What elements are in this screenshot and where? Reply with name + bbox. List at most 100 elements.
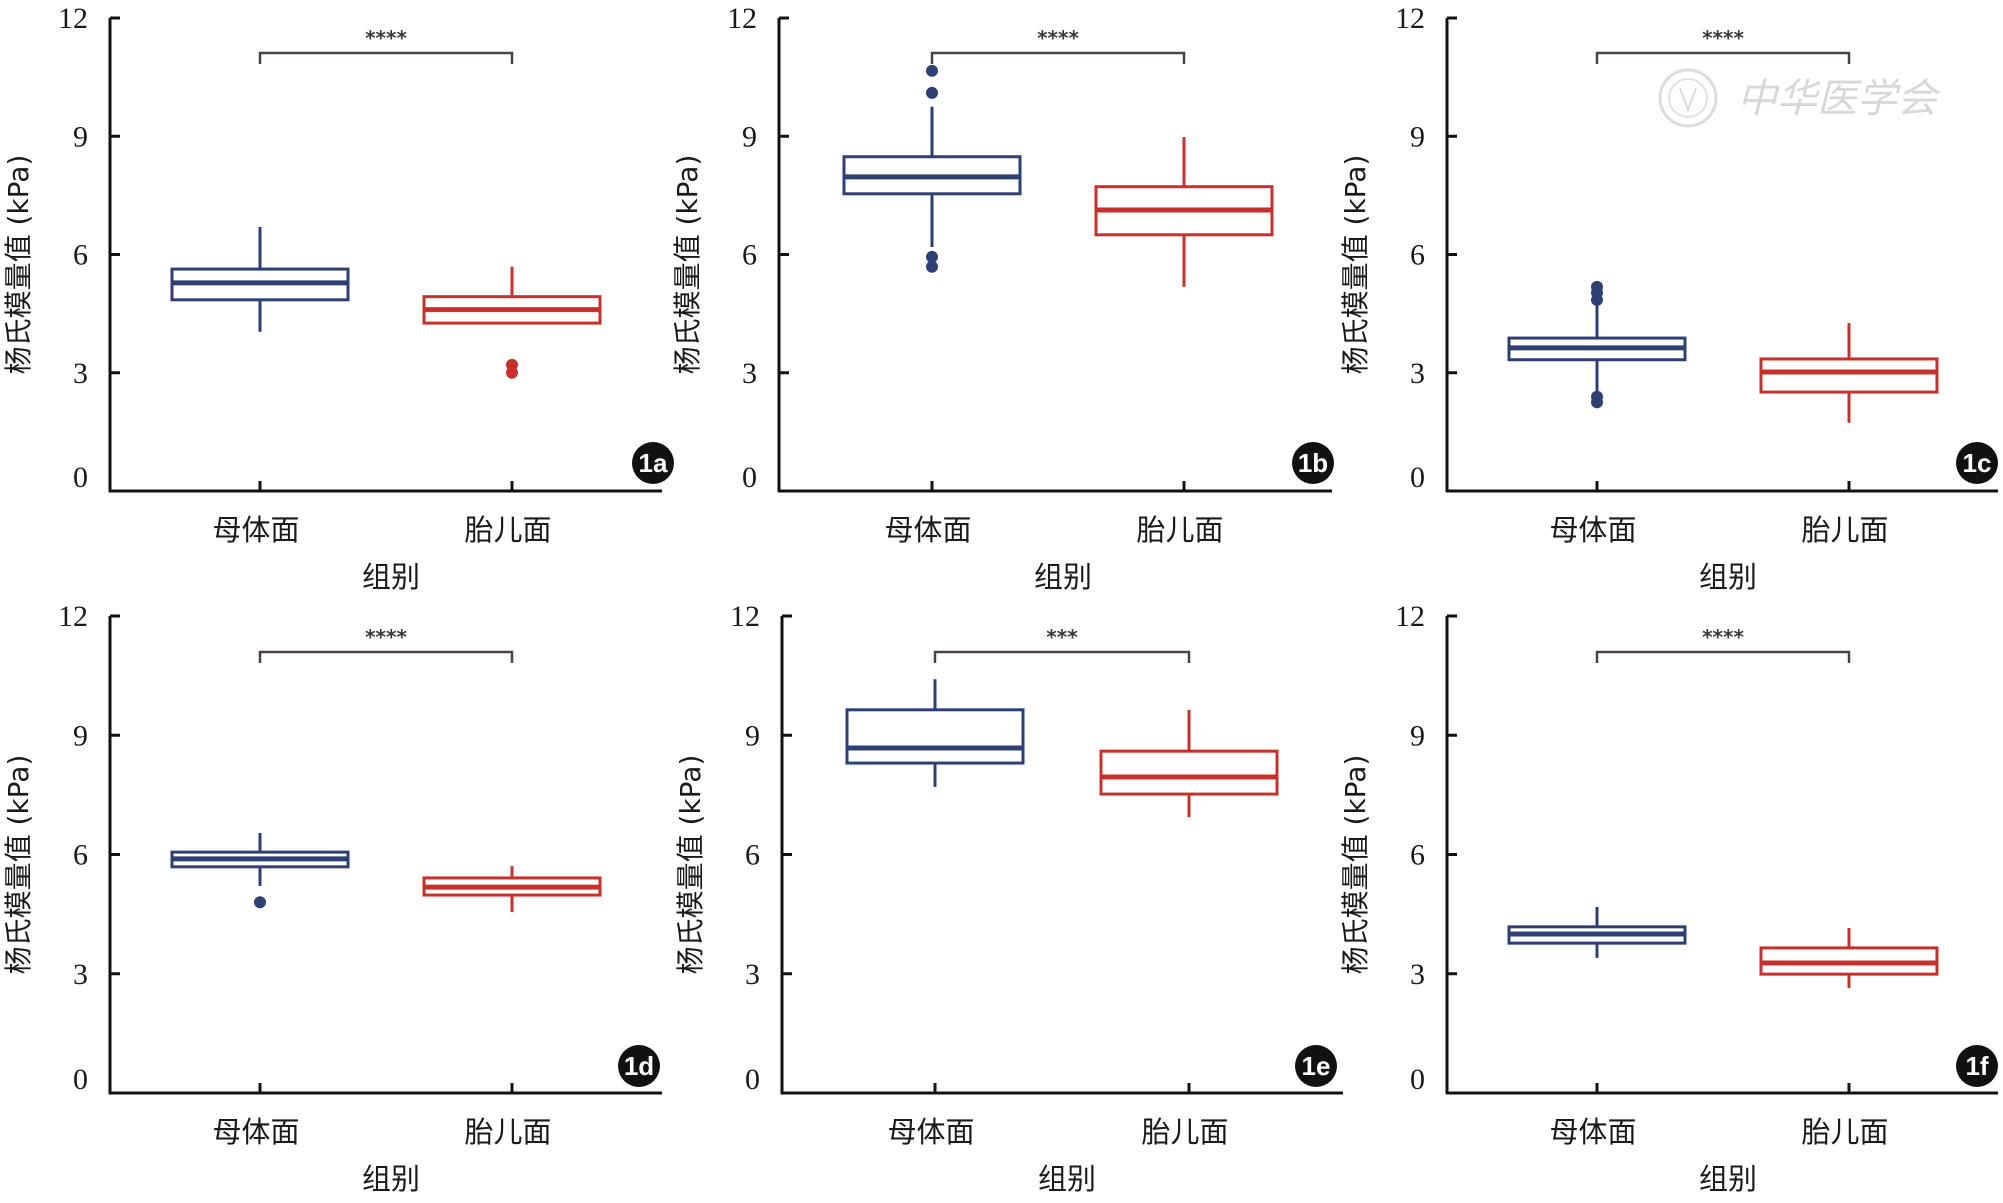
panel-badge: 1b: [1292, 442, 1334, 484]
box-maternal: [1507, 280, 1687, 409]
watermark-text: 中华医学会: [1737, 76, 1941, 122]
y-tick-label: 6: [73, 239, 88, 272]
box-maternal: [842, 64, 1022, 273]
outlier-point: [1591, 396, 1603, 409]
outlier-point: [1591, 293, 1603, 306]
y-tick-label: 3: [1410, 357, 1425, 390]
y-tick-label: 0: [742, 461, 757, 494]
box-maternal: [170, 226, 350, 332]
y-tick-label: 9: [73, 719, 88, 752]
x-tick-label: 胎儿面: [464, 1115, 551, 1149]
outlier-point: [254, 896, 266, 909]
y-tick-label: 9: [1410, 120, 1425, 153]
significance-bracket: [258, 650, 514, 663]
iqr-box: [1759, 357, 1939, 394]
badge-label: 1b: [1298, 448, 1328, 478]
y-tick-label: 0: [73, 1063, 88, 1096]
y-tick-label: 9: [73, 120, 88, 153]
iqr-box: [845, 708, 1025, 765]
significance-label: ****: [365, 625, 407, 649]
y-tick-label: 3: [742, 357, 757, 390]
x-tick-label: 母体面: [1549, 1115, 1636, 1149]
x-tick-label: 母体面: [212, 1115, 299, 1149]
box-maternal: [1507, 906, 1687, 958]
y-tick-label: 6: [742, 239, 757, 272]
y-axis-title: 杨氏模量值 (kPa): [1339, 155, 1372, 375]
badge-circle: [1295, 1045, 1337, 1087]
y-tick-label: 9: [1410, 719, 1425, 752]
x-tick-label: 母体面: [1549, 513, 1636, 547]
y-tick-label: 3: [73, 958, 88, 991]
box-fetal: [1094, 137, 1274, 287]
badge-label: 1a: [639, 448, 668, 478]
badge-label: 1e: [1302, 1051, 1331, 1081]
panel-badge: 1e: [1295, 1045, 1337, 1087]
box-maternal: [845, 679, 1025, 787]
y-axis-title: 杨氏模量值 (kPa): [1339, 755, 1372, 975]
box-fetal: [1759, 928, 1939, 989]
badge-label: 1c: [1963, 448, 1992, 478]
y-tick-label: 0: [745, 1063, 760, 1096]
x-axis-title: 组别: [362, 560, 420, 594]
y-axis-title: 杨氏模量值 (kPa): [671, 155, 704, 375]
y-axis-title: 杨氏模量值 (kPa): [2, 155, 35, 375]
x-axis-title: 组别: [1699, 1162, 1757, 1196]
box-fetal: [1099, 709, 1279, 818]
box-maternal: [170, 833, 350, 909]
badge-circle: [1956, 1045, 1998, 1087]
y-axis-title: 杨氏模量值 (kPa): [674, 755, 707, 975]
x-tick-label: 胎儿面: [1801, 513, 1888, 547]
badge-label: 1d: [624, 1051, 654, 1081]
badge-circle: [618, 1045, 660, 1087]
box-fetal: [1759, 323, 1939, 423]
x-tick-label: 胎儿面: [1801, 1115, 1888, 1149]
significance-bracket: [933, 650, 1191, 663]
x-axis-title: 组别: [362, 1162, 420, 1196]
y-tick-label: 12: [727, 2, 757, 35]
outlier-point: [926, 260, 938, 273]
outlier-point: [926, 64, 938, 77]
outlier-point: [926, 250, 938, 263]
panel-badge: 1d: [618, 1045, 660, 1087]
badge-circle: [1292, 442, 1334, 484]
y-tick-label: 12: [58, 2, 88, 35]
seal-logo-icon: [1658, 68, 1718, 128]
badge-circle: [1956, 442, 1998, 484]
watermark: 中华医学会: [1658, 68, 1941, 128]
outlier-point: [506, 366, 518, 379]
y-tick-label: 3: [1410, 958, 1425, 991]
y-tick-label: 12: [730, 600, 760, 633]
x-tick-label: 母体面: [212, 513, 299, 547]
significance-label: ****: [1702, 26, 1744, 50]
y-tick-label: 0: [1410, 1063, 1425, 1096]
outlier-point: [926, 86, 938, 99]
significance-bracket: [258, 51, 514, 64]
x-tick-label: 胎儿面: [464, 513, 551, 547]
box-fetal: [422, 866, 602, 913]
significance-bracket: [930, 51, 1186, 64]
x-axis-title: 组别: [1034, 560, 1092, 594]
y-tick-label: 6: [73, 839, 88, 872]
significance-label: ****: [1037, 26, 1079, 50]
y-tick-label: 6: [1410, 239, 1425, 272]
significance-label: ****: [1702, 625, 1744, 649]
y-tick-label: 12: [58, 600, 88, 633]
y-tick-label: 9: [742, 120, 757, 153]
x-axis-title: 组别: [1699, 560, 1757, 594]
y-tick-label: 9: [745, 719, 760, 752]
panel-badge: 1a: [632, 442, 674, 484]
significance-bracket: [1595, 650, 1851, 663]
y-axis-title: 杨氏模量值 (kPa): [2, 755, 35, 975]
iqr-box: [1099, 749, 1279, 796]
y-tick-label: 0: [1410, 461, 1425, 494]
x-tick-label: 母体面: [887, 1115, 974, 1149]
x-tick-label: 胎儿面: [1141, 1115, 1228, 1149]
panel-badge: 1f: [1956, 1045, 1998, 1087]
panel-badge: 1c: [1956, 442, 1998, 484]
significance-label: ***: [1046, 625, 1078, 649]
